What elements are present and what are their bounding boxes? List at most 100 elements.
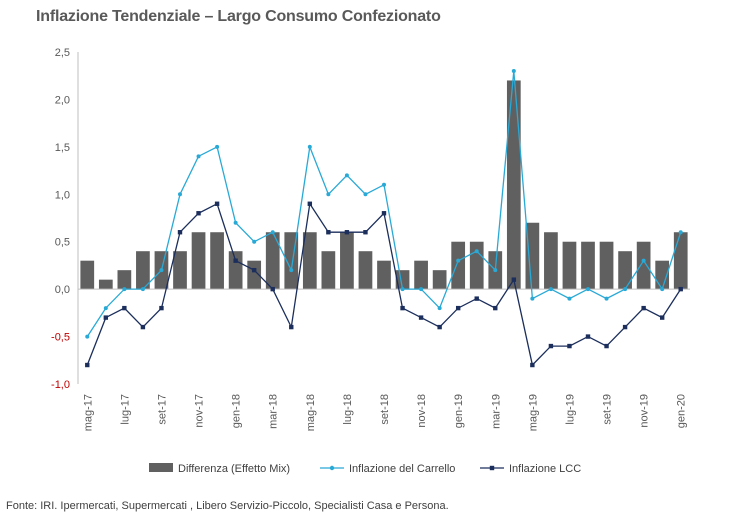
x-tick-label: gen-19: [453, 394, 465, 428]
x-tick-label: nov-19: [639, 394, 651, 428]
data-point: [140, 287, 145, 292]
x-tick-label: lug-19: [564, 394, 576, 425]
data-point: [604, 343, 609, 349]
data-point: [196, 154, 201, 159]
data-point: [623, 287, 628, 292]
data-point: [326, 192, 331, 197]
bar: [358, 251, 373, 290]
data-point: [307, 201, 313, 206]
bar: [136, 251, 150, 290]
bar: [173, 251, 187, 290]
legend-label: Differenza (Effetto Mix): [178, 463, 290, 475]
x-tick-label: mag-18: [305, 394, 317, 431]
data-point: [400, 305, 405, 311]
bar: [562, 241, 577, 290]
bar: [618, 251, 632, 290]
x-tick-label: mag-19: [527, 394, 539, 431]
data-point: [85, 334, 90, 339]
source-footnote: Fonte: IRI. Ipermercati, Supermercati , …: [6, 500, 449, 512]
data-point: [530, 296, 535, 301]
bar: [395, 270, 410, 290]
data-point: [85, 362, 90, 368]
data-point: [326, 230, 331, 235]
bar: [655, 260, 670, 290]
data-point: [419, 287, 424, 292]
x-tick-label: gen-18: [231, 394, 243, 428]
data-point: [344, 230, 350, 235]
bar: [673, 232, 688, 290]
x-tick-label: nov-18: [416, 394, 428, 428]
data-point: [659, 315, 665, 320]
bar: [340, 232, 354, 290]
bar: [377, 260, 391, 290]
data-point: [215, 144, 220, 149]
data-point: [567, 343, 572, 349]
x-tick-label: mar-18: [268, 394, 280, 429]
data-point: [511, 68, 516, 73]
data-point: [196, 211, 201, 216]
data-point: [159, 268, 164, 273]
data-point: [382, 182, 386, 187]
bar: [599, 241, 614, 290]
data-point: [381, 211, 387, 216]
legend-marker: [329, 465, 335, 471]
data-point: [567, 296, 572, 301]
data-point: [159, 305, 164, 311]
bar: [432, 270, 447, 290]
x-tick-label: lug-18: [342, 394, 354, 425]
x-tick-label: nov-17: [194, 394, 206, 428]
y-tick-label: 2,5: [55, 47, 70, 59]
x-tick-label: mar-19: [490, 394, 502, 429]
data-point: [400, 287, 405, 292]
bar: [525, 222, 540, 290]
data-point: [233, 258, 238, 263]
data-point: [344, 173, 349, 178]
legend-label: Inflazione del Carrello: [349, 463, 455, 475]
data-point: [418, 315, 424, 320]
bar: [117, 270, 132, 290]
bar: [302, 232, 317, 290]
y-tick-label: 1,5: [55, 142, 70, 154]
data-point: [252, 239, 257, 244]
bar: [451, 241, 466, 290]
bar: [544, 232, 558, 290]
data-point: [214, 201, 220, 206]
bar: [80, 260, 95, 290]
data-point: [474, 296, 479, 301]
bar: [469, 241, 484, 290]
bar: [636, 241, 651, 290]
x-tick-label: gen-20: [676, 394, 688, 428]
data-point: [678, 286, 683, 292]
bar: [506, 80, 521, 290]
data-point: [641, 305, 646, 311]
series-line: [86, 70, 682, 337]
data-point: [233, 220, 238, 225]
bar: [321, 251, 336, 290]
chart-title: Inflazione Tendenziale – Largo Consumo C…: [36, 8, 441, 25]
bar: [265, 232, 280, 290]
data-point: [289, 268, 294, 273]
data-point: [289, 324, 294, 330]
data-point: [548, 343, 554, 349]
data-point: [270, 286, 275, 292]
data-point: [660, 287, 665, 292]
bar: [581, 241, 595, 290]
bar: [210, 232, 224, 290]
data-point: [474, 249, 479, 254]
data-point: [548, 287, 553, 292]
y-tick-label: -0,5: [51, 332, 70, 344]
data-point: [585, 334, 591, 339]
data-point: [437, 306, 442, 311]
data-point: [641, 258, 646, 263]
data-point: [493, 305, 498, 311]
legend-label: Inflazione LCC: [509, 463, 581, 475]
legend-marker: [489, 465, 495, 471]
x-tick-label: set-17: [156, 394, 168, 425]
x-tick-label: mag-17: [82, 394, 94, 431]
y-tick-label: 2,0: [55, 94, 70, 106]
x-tick-label: set-18: [379, 394, 391, 425]
bar: [191, 232, 206, 290]
y-tick-label: 1,0: [55, 189, 70, 201]
data-point: [251, 267, 257, 273]
data-point: [678, 230, 683, 235]
